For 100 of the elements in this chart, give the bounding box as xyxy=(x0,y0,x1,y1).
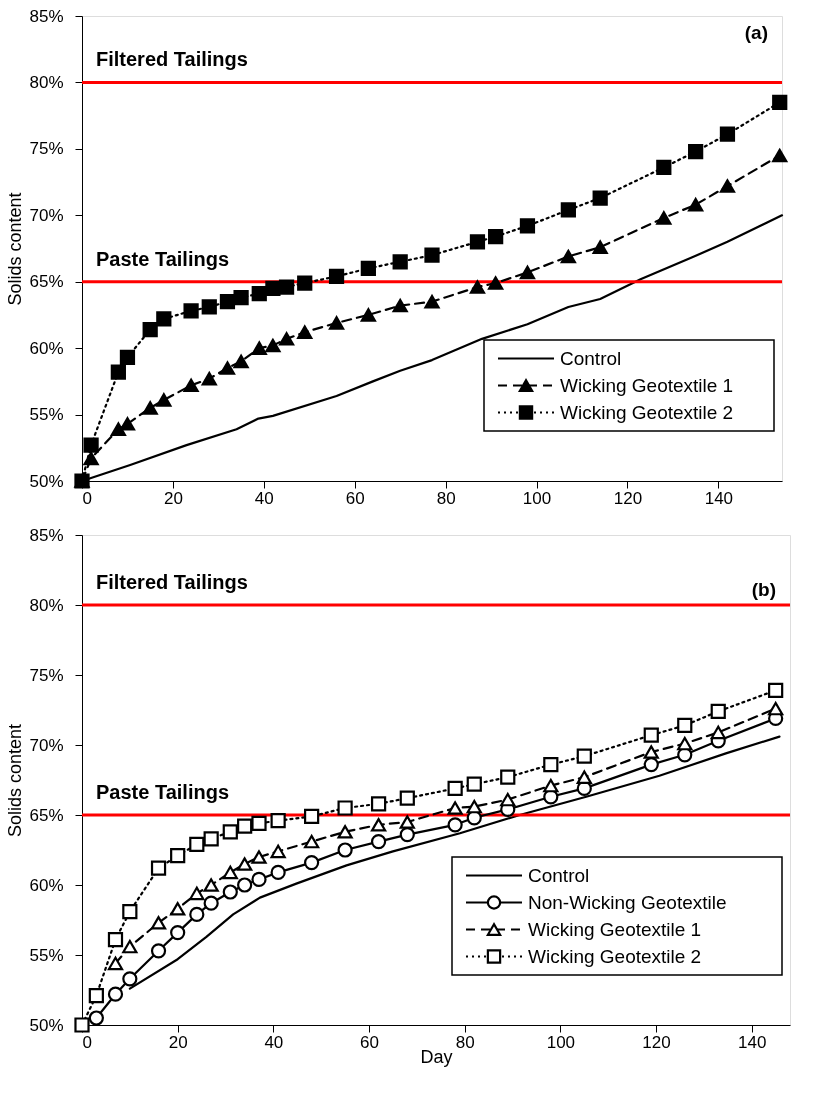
point xyxy=(110,364,126,380)
y-tick-label: 60% xyxy=(29,875,64,895)
point xyxy=(337,800,353,816)
annotation: (b) xyxy=(751,579,776,600)
ref-line-label: Paste Tailings xyxy=(96,781,230,803)
point xyxy=(237,818,253,834)
y-axis-title: Solids content xyxy=(5,192,26,306)
x-tick-label: 140 xyxy=(704,488,734,508)
point xyxy=(370,796,387,812)
legend-label: Wicking Geotextile 1 xyxy=(560,374,734,396)
point xyxy=(270,844,286,859)
point xyxy=(156,393,172,407)
y-tick-label: 50% xyxy=(29,1015,64,1035)
point xyxy=(233,290,249,306)
x-tick-label: 120 xyxy=(642,1032,671,1052)
annotation: (a) xyxy=(744,22,768,43)
point xyxy=(222,884,238,900)
point xyxy=(519,265,536,280)
point xyxy=(643,745,659,759)
point xyxy=(424,294,440,309)
point xyxy=(328,268,345,285)
point xyxy=(107,986,124,1002)
x-tick-label: 100 xyxy=(522,488,552,508)
point xyxy=(251,286,267,302)
point xyxy=(710,725,726,740)
point xyxy=(643,727,659,743)
y-tick-label: 85% xyxy=(29,6,64,26)
point xyxy=(170,847,186,864)
x-tick-label: 0 xyxy=(82,1032,92,1052)
point xyxy=(768,701,784,716)
point xyxy=(360,260,376,277)
point xyxy=(88,1010,104,1026)
x-tick-label: 100 xyxy=(546,1032,576,1052)
point xyxy=(270,864,286,881)
point xyxy=(719,126,736,142)
point xyxy=(189,836,205,853)
y-tick-label: 65% xyxy=(29,805,64,825)
point xyxy=(203,831,219,847)
y-tick-label: 80% xyxy=(29,72,64,92)
point xyxy=(107,956,124,971)
point xyxy=(251,341,267,355)
point xyxy=(576,748,592,764)
point xyxy=(337,842,353,858)
ref-line-label: Filtered Tailings xyxy=(96,48,248,71)
point xyxy=(83,437,99,453)
point xyxy=(643,756,659,773)
point xyxy=(150,860,167,876)
point xyxy=(122,939,138,954)
point xyxy=(88,987,104,1004)
point xyxy=(710,703,726,720)
point xyxy=(201,371,217,386)
x-tick-label: 140 xyxy=(738,1032,767,1052)
point xyxy=(219,361,236,375)
point xyxy=(469,280,486,294)
point xyxy=(677,736,693,751)
y-tick-label: 75% xyxy=(29,665,64,685)
point xyxy=(592,240,608,254)
point xyxy=(189,906,205,923)
point xyxy=(688,143,704,160)
point xyxy=(142,401,158,415)
x-tick-label: 60 xyxy=(345,488,365,508)
point xyxy=(543,756,559,773)
x-tick-label: 40 xyxy=(254,488,274,508)
y-tick-label: 55% xyxy=(29,405,64,425)
point xyxy=(399,790,415,806)
point xyxy=(772,94,788,110)
point xyxy=(122,971,138,987)
ref-line-label: Paste Tailings xyxy=(96,247,230,270)
point xyxy=(399,815,415,829)
point xyxy=(170,902,186,916)
x-tick-label: 80 xyxy=(455,1032,475,1052)
point xyxy=(142,321,158,338)
point xyxy=(265,280,281,296)
point xyxy=(183,378,199,393)
point xyxy=(122,903,138,920)
point xyxy=(370,833,387,850)
point xyxy=(424,247,440,263)
y-tick-label: 60% xyxy=(29,338,64,358)
point xyxy=(488,228,504,245)
point xyxy=(399,826,415,843)
point xyxy=(370,818,387,832)
point xyxy=(772,148,788,163)
point xyxy=(297,275,313,291)
point xyxy=(768,682,784,699)
point xyxy=(500,792,516,807)
point xyxy=(297,325,313,339)
point xyxy=(183,303,199,319)
x-tick-label: 60 xyxy=(360,1032,379,1052)
point xyxy=(265,338,281,353)
point xyxy=(222,865,238,880)
point xyxy=(107,931,124,948)
point xyxy=(447,817,463,833)
point xyxy=(392,254,408,270)
point xyxy=(201,299,217,315)
point xyxy=(150,916,167,930)
point xyxy=(251,815,267,832)
point xyxy=(328,316,345,330)
point xyxy=(469,234,486,250)
y-tick-label: 50% xyxy=(29,471,64,491)
point xyxy=(656,159,672,176)
